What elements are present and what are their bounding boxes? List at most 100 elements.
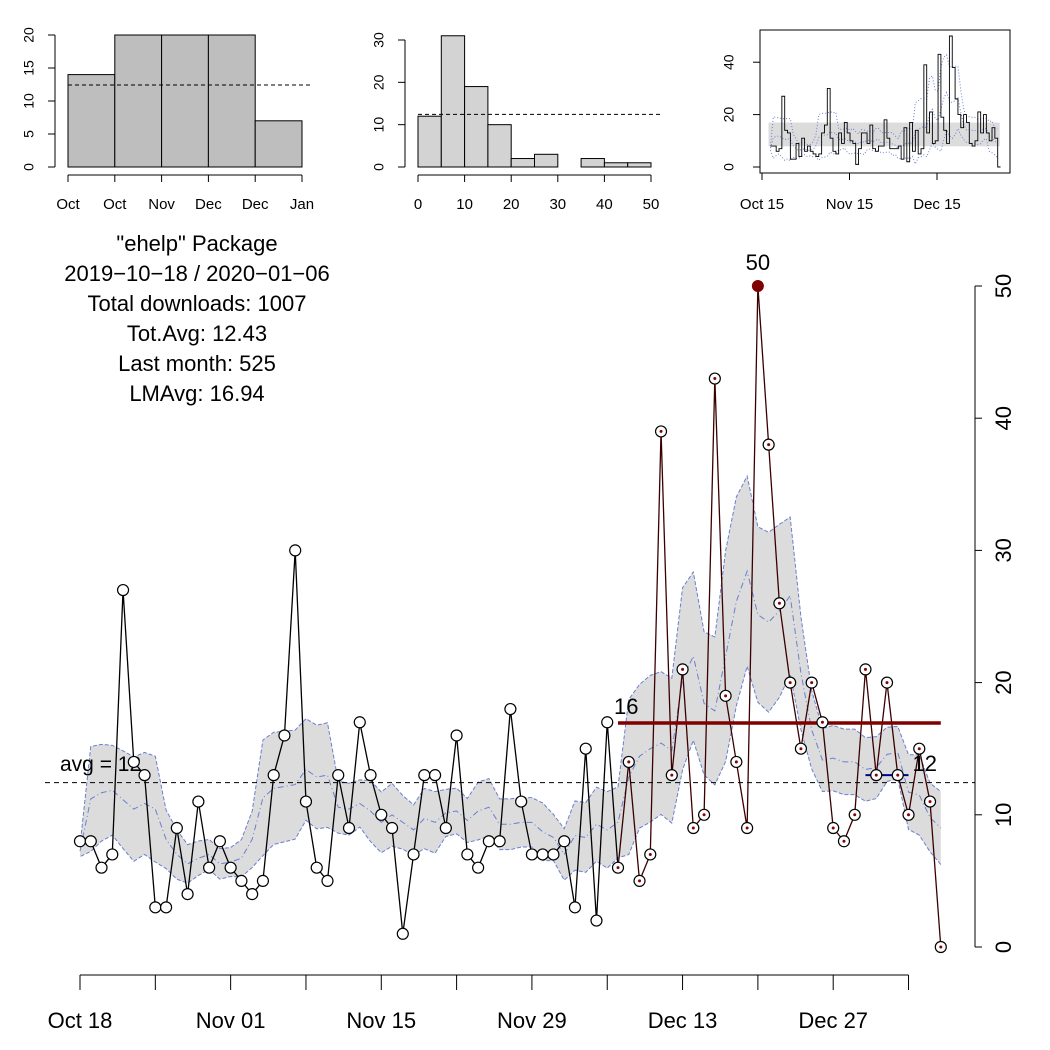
point: [375, 808, 388, 821]
point-dot: [874, 773, 878, 777]
x-tick-label: 30: [549, 196, 566, 213]
point: [601, 716, 614, 729]
histogram-bar: [440, 35, 466, 168]
point-dot: [713, 377, 717, 381]
histogram-bar: [603, 162, 629, 168]
point: [267, 769, 280, 782]
x-tick-label: Dec: [195, 196, 222, 213]
bar: [67, 74, 116, 168]
point: [407, 848, 420, 861]
point: [192, 795, 205, 808]
dotted-upper: [770, 53, 998, 146]
point-dot: [810, 681, 814, 685]
title-line: 2019−10−18 / 2020−01−06: [64, 261, 330, 286]
point: [439, 821, 452, 835]
max-point: [751, 280, 764, 292]
x-tick-label: Nov 15: [826, 196, 874, 213]
y-tick-label: 50: [991, 274, 1016, 298]
point: [203, 861, 216, 874]
point: [472, 861, 485, 874]
point-dot: [638, 879, 642, 883]
point: [73, 835, 87, 848]
point-dot: [799, 747, 803, 751]
point: [246, 888, 259, 901]
point: [106, 848, 119, 861]
x-tick-label: Oct 15: [740, 196, 784, 213]
point: [504, 702, 517, 716]
point: [536, 848, 549, 861]
y-tick-label: 0: [21, 163, 37, 171]
y-tick-label: 15: [21, 60, 37, 76]
point: [224, 861, 237, 874]
x-tick-label: 50: [643, 196, 660, 213]
x-tick-label: Oct 18: [48, 1008, 113, 1033]
point-dot: [659, 429, 663, 433]
x-tick-label: Dec 15: [913, 196, 961, 213]
step-line: [770, 35, 1001, 168]
y-tick-label: 40: [991, 406, 1016, 430]
point-dot: [885, 681, 889, 685]
band-lower: [79, 664, 942, 884]
point-dot: [627, 760, 631, 764]
histogram-bar: [580, 158, 605, 168]
x-tick-label: Dec: [242, 196, 269, 213]
point-dot: [896, 773, 900, 777]
x-tick-label: Dec 13: [648, 1008, 718, 1033]
point: [568, 901, 582, 914]
point: [482, 835, 495, 848]
point: [385, 821, 399, 835]
bar: [254, 120, 303, 168]
point-dot: [907, 813, 911, 817]
y-tick-label: 20: [991, 670, 1016, 694]
histogram-bar: [627, 162, 652, 168]
histogram-bar: [487, 124, 512, 168]
title-line: LMAvg: 16.94: [129, 381, 264, 406]
title-line: "ehelp" Package: [116, 231, 277, 256]
point: [515, 795, 528, 808]
point: [95, 861, 108, 874]
histogram-bar: [417, 115, 442, 168]
last-week-label: 12: [913, 751, 937, 776]
point-dot: [616, 866, 620, 870]
y-tick-label: 20: [371, 74, 387, 90]
x-tick-label: 10: [456, 196, 473, 213]
band-mean: [79, 569, 942, 865]
point: [170, 821, 183, 835]
point: [493, 835, 506, 848]
y-tick-label: 10: [991, 803, 1016, 827]
x-tick-label: 40: [596, 196, 613, 213]
point-dot: [842, 839, 846, 843]
point: [418, 769, 431, 782]
point: [116, 583, 130, 597]
y-tick-label: 20: [21, 27, 37, 43]
plot-frame: [759, 29, 1011, 174]
point: [525, 848, 539, 861]
y-tick-label: 0: [371, 163, 387, 171]
point-dot: [939, 945, 943, 949]
point: [181, 888, 194, 901]
point-dot: [917, 747, 921, 751]
point-dot: [745, 826, 749, 830]
x-tick-label: Nov: [148, 196, 175, 213]
point: [159, 901, 173, 914]
y-tick-label: 10: [21, 93, 37, 109]
point: [461, 848, 474, 861]
point-dot: [928, 800, 932, 804]
last-month-avg-label: 16: [614, 694, 638, 719]
y-tick-label: 10: [371, 117, 387, 133]
daily-line: [80, 550, 619, 934]
x-tick-label: Jan: [290, 196, 314, 213]
point: [256, 874, 270, 888]
point: [590, 914, 603, 927]
point: [396, 927, 409, 940]
histogram-bar: [534, 153, 559, 168]
x-tick-label: 20: [503, 196, 520, 213]
point-dot: [788, 681, 792, 685]
average-label: avg = 12: [60, 753, 141, 776]
bar: [207, 34, 256, 168]
point: [299, 795, 313, 808]
point-dot: [863, 667, 867, 671]
point-dot: [734, 760, 738, 764]
point-dot: [831, 826, 835, 830]
